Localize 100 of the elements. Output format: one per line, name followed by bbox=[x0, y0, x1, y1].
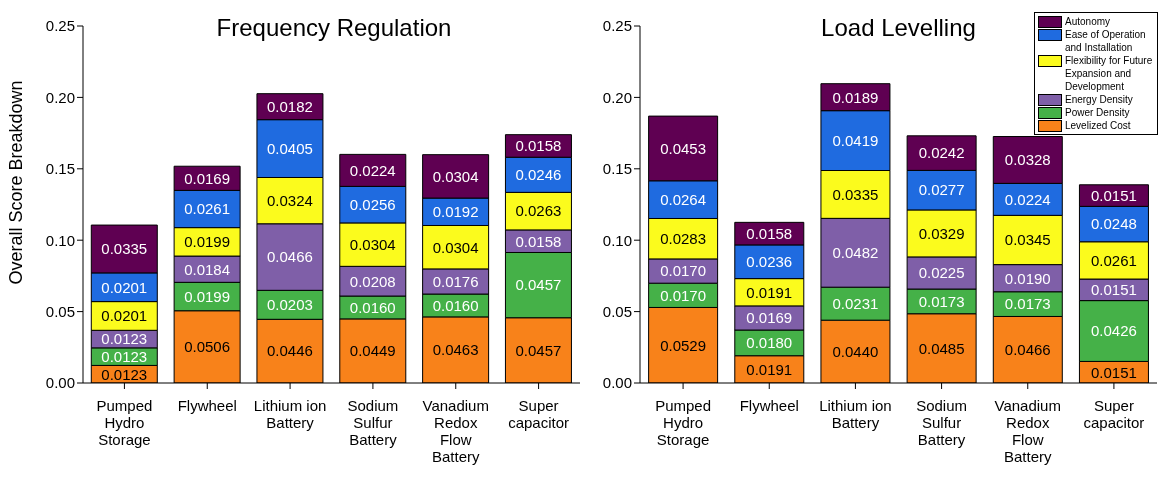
data-label: 0.0304 bbox=[349, 235, 396, 253]
data-label: 0.0426 bbox=[1091, 322, 1137, 340]
data-label: 0.0151 bbox=[1091, 363, 1137, 381]
x-tick-label: Lithium ion Battery bbox=[819, 397, 892, 431]
data-label: 0.0335 bbox=[832, 185, 879, 203]
data-label: 0.0236 bbox=[746, 253, 793, 271]
data-label: 0.0405 bbox=[267, 139, 313, 157]
data-label: 0.0529 bbox=[660, 336, 707, 354]
data-label: 0.0324 bbox=[267, 191, 313, 209]
data-label: 0.0231 bbox=[832, 295, 879, 312]
data-label: 0.0328 bbox=[1004, 151, 1051, 169]
data-label: 0.0453 bbox=[660, 139, 707, 157]
x-tick-label: Lithium ion Battery bbox=[253, 397, 327, 431]
x-tick-label: Sodium Sulfur Battery bbox=[916, 397, 968, 448]
data-label: 0.0485 bbox=[918, 339, 965, 357]
data-label: 0.0335 bbox=[101, 240, 148, 258]
data-label: 0.0419 bbox=[832, 131, 879, 149]
data-label: 0.0256 bbox=[349, 195, 396, 213]
data-label: 0.0189 bbox=[832, 88, 879, 106]
data-label: 0.0261 bbox=[184, 200, 231, 218]
legend-label: Ease of Operation and Installation bbox=[1065, 28, 1147, 54]
data-label: 0.0158 bbox=[515, 137, 562, 155]
data-label: 0.0184 bbox=[184, 260, 231, 278]
data-label: 0.0261 bbox=[1091, 251, 1137, 269]
data-label: 0.0158 bbox=[746, 224, 793, 242]
x-tick-label: Flywheel bbox=[739, 397, 799, 414]
data-label: 0.0176 bbox=[432, 272, 479, 290]
data-label: 0.0446 bbox=[267, 342, 313, 360]
legend-label: Flexibility for Future Expansion and Development bbox=[1065, 54, 1154, 93]
data-label: 0.0151 bbox=[1091, 186, 1137, 204]
data-label: 0.0180 bbox=[746, 334, 793, 352]
x-tick-label: Pumped Hydro Storage bbox=[96, 397, 153, 448]
y-tick-label: 0.05 bbox=[45, 302, 75, 320]
data-label: 0.0160 bbox=[349, 298, 396, 316]
y-tick-label: 0.15 bbox=[602, 160, 632, 178]
data-label: 0.0191 bbox=[746, 360, 793, 378]
data-label: 0.0457 bbox=[515, 276, 562, 294]
x-tick-label: Super capacitor bbox=[1083, 397, 1145, 431]
data-label: 0.0190 bbox=[1004, 269, 1051, 287]
data-label: 0.0263 bbox=[515, 202, 562, 220]
data-label: 0.0466 bbox=[1004, 341, 1051, 359]
data-label: 0.0506 bbox=[184, 338, 231, 356]
data-label: 0.0225 bbox=[918, 264, 965, 282]
x-tick-label: Pumped Hydro Storage bbox=[655, 397, 712, 448]
data-label: 0.0208 bbox=[349, 272, 396, 290]
data-label: 0.0123 bbox=[101, 347, 148, 365]
y-tick-label: 0.25 bbox=[45, 17, 75, 35]
y-tick-label: 0.20 bbox=[45, 88, 75, 106]
data-label: 0.0449 bbox=[349, 342, 396, 360]
data-label: 0.0242 bbox=[918, 144, 965, 162]
y-tick-label: 0.10 bbox=[45, 231, 75, 249]
y-axis-title: Overall Score Breakdown bbox=[6, 80, 27, 285]
data-label: 0.0304 bbox=[432, 238, 479, 256]
data-label: 0.0173 bbox=[918, 292, 965, 310]
data-label: 0.0158 bbox=[515, 232, 562, 250]
legend-label: Autonomy bbox=[1065, 15, 1111, 28]
data-label: 0.0248 bbox=[1091, 215, 1137, 233]
data-label: 0.0463 bbox=[432, 341, 479, 359]
data-label: 0.0170 bbox=[660, 262, 707, 280]
x-tick-label: Flywheel bbox=[177, 397, 237, 414]
data-label: 0.0151 bbox=[1091, 281, 1137, 299]
y-tick-label: 0.15 bbox=[45, 160, 75, 178]
data-label: 0.0482 bbox=[832, 244, 879, 262]
data-label: 0.0182 bbox=[267, 98, 313, 116]
x-tick-label: Sodium Sulfur Battery bbox=[347, 397, 399, 448]
data-label: 0.0160 bbox=[432, 296, 479, 314]
data-label: 0.0224 bbox=[349, 161, 396, 179]
data-label: 0.0173 bbox=[1004, 295, 1051, 313]
legend-label: Energy Density bbox=[1065, 93, 1133, 106]
data-label: 0.0192 bbox=[432, 203, 479, 221]
data-label: 0.0246 bbox=[515, 166, 562, 184]
data-label: 0.0283 bbox=[660, 230, 707, 248]
x-tick-label: Super capacitor bbox=[508, 397, 570, 431]
y-tick-label: 0.25 bbox=[602, 17, 632, 35]
data-label: 0.0201 bbox=[101, 307, 148, 325]
data-label: 0.0191 bbox=[746, 283, 793, 301]
x-tick-label: Vanadium Redox Flow Battery bbox=[994, 397, 1061, 465]
data-label: 0.0169 bbox=[746, 309, 793, 327]
data-label: 0.0203 bbox=[267, 296, 313, 314]
data-label: 0.0457 bbox=[515, 341, 562, 359]
data-label: 0.0440 bbox=[832, 342, 879, 360]
x-tick-label: Vanadium Redox Flow Battery bbox=[422, 397, 489, 465]
data-label: 0.0123 bbox=[101, 365, 148, 383]
data-label: 0.0224 bbox=[1004, 190, 1051, 208]
chart-title: Load Levelling bbox=[821, 14, 976, 41]
data-label: 0.0201 bbox=[101, 278, 148, 296]
y-tick-label: 0.20 bbox=[602, 88, 632, 106]
legend-label: Power Density bbox=[1065, 106, 1130, 119]
y-tick-label: 0.05 bbox=[602, 302, 632, 320]
data-label: 0.0199 bbox=[184, 287, 231, 305]
legend-label: Levelized Cost bbox=[1065, 119, 1131, 132]
data-label: 0.0170 bbox=[660, 286, 707, 304]
y-tick-label: 0.00 bbox=[602, 374, 632, 392]
data-label: 0.0264 bbox=[660, 190, 707, 208]
data-label: 0.0466 bbox=[267, 248, 313, 266]
data-label: 0.0304 bbox=[432, 167, 479, 185]
data-label: 0.0345 bbox=[1004, 231, 1051, 249]
data-label: 0.0123 bbox=[101, 330, 148, 348]
y-tick-label: 0.10 bbox=[602, 231, 632, 249]
y-tick-label: 0.00 bbox=[45, 374, 75, 392]
